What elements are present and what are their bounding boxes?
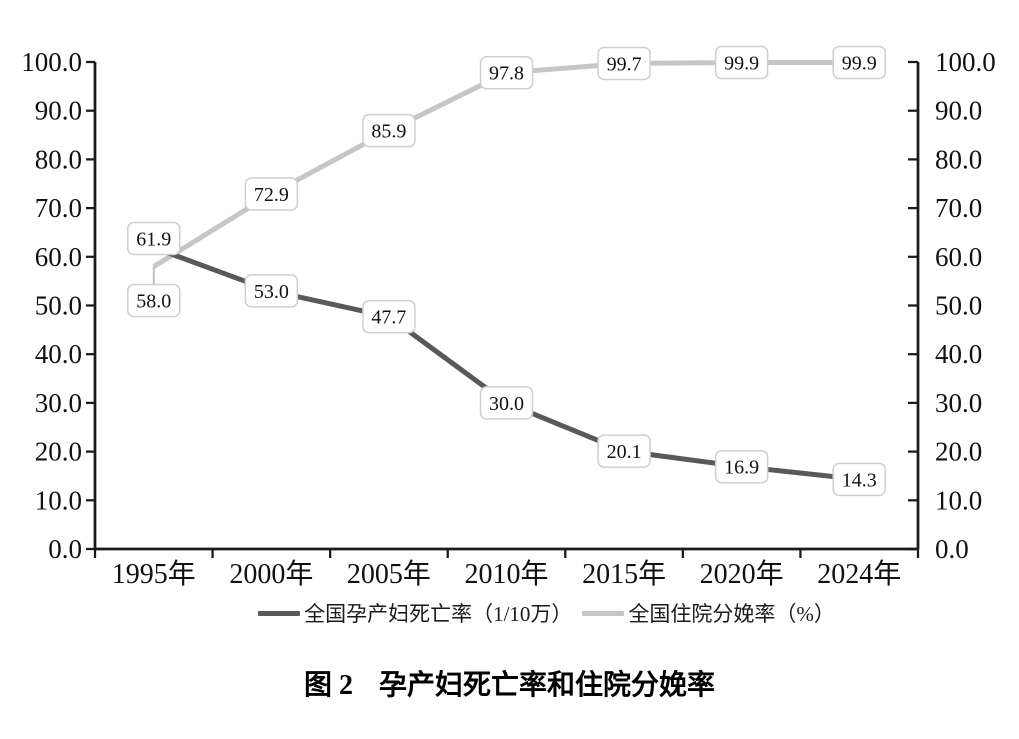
x-tick-label: 2000年 <box>229 558 313 590</box>
data-label-box <box>127 221 181 256</box>
y-tick-label-right: 40.0 <box>935 339 982 369</box>
y-tick-label-right: 20.0 <box>935 437 982 467</box>
y-tick-label-left: 80.0 <box>35 144 82 174</box>
y-tick-label-left: 50.0 <box>35 291 82 321</box>
y-tick-label-left: 90.0 <box>35 96 82 126</box>
y-tick-label-right: 10.0 <box>935 485 982 515</box>
data-label-value: 72.9 <box>254 184 289 206</box>
data-label-box <box>479 386 534 420</box>
data-label-box <box>362 299 416 334</box>
data-label-value: 99.9 <box>842 52 877 74</box>
x-tick-label: 2010年 <box>464 558 548 590</box>
x-tick-label: 1995年 <box>112 558 196 590</box>
data-label-value: 61.9 <box>136 229 171 251</box>
data-label-value: 14.3 <box>842 469 877 491</box>
data-label-value: 53.0 <box>254 281 289 303</box>
data-label-value: 85.9 <box>371 121 406 143</box>
legend-item-hospital-delivery: 全国住院分娩率（%） <box>582 598 835 628</box>
legend-label-maternal-mortality: 全国孕产妇死亡率（1/10万） <box>304 602 573 626</box>
line-chart: 0.0 0.0 10.0 10.0 20.0 20.0 30.0 30.0 40.0 40.0 50… <box>21 45 996 590</box>
data-label-box <box>832 45 886 80</box>
caption-prefix: 图 2 <box>303 670 353 701</box>
data-label-box <box>714 449 769 484</box>
data-label-box <box>362 113 416 148</box>
y-tick-label-left: 20.0 <box>35 437 82 467</box>
x-tick-labels: 1995年 2000年 2005年 2010年 2015年 2020年 2024年 <box>93 549 920 590</box>
x-tick-label: 2015年 <box>582 558 666 590</box>
data-label-value: 97.8 <box>489 63 524 85</box>
y-tick-label-left: 60.0 <box>35 242 82 272</box>
chart-legend: 全国孕产妇死亡率（1/10万） 全国住院分娩率（%） <box>37 598 1019 628</box>
y-tick-label-right: 90.0 <box>935 96 982 126</box>
data-label-value: 30.0 <box>489 393 524 415</box>
data-label-value: 99.7 <box>607 53 642 75</box>
x-tick-label: 2005年 <box>347 558 431 590</box>
data-label-value: 16.9 <box>724 457 759 479</box>
y-tick-labels: 0.0 0.0 10.0 10.0 20.0 20.0 30.0 30.0 40.0 40.0 50… <box>21 47 996 564</box>
y-tick-label-left: 30.0 <box>35 388 82 418</box>
data-label-box <box>244 177 299 211</box>
y-tick-label-right: 0.0 <box>935 534 969 564</box>
y-tick-label-right: 50.0 <box>935 291 982 321</box>
legend-item-maternal-mortality: 全国孕产妇死亡率（1/10万） <box>258 598 572 628</box>
data-labels: 61.9 53.0 47.7 30.0 20.1 16.9 14.3 58.0 72.9 85.9… <box>127 45 886 497</box>
data-label-box <box>714 45 769 80</box>
y-tick-label-right: 100.0 <box>935 47 996 77</box>
legend-line-marker-maternal-mortality <box>258 610 301 616</box>
data-label-box <box>479 55 534 90</box>
data-label-box <box>832 462 886 497</box>
y-tick-label-left: 10.0 <box>35 485 82 515</box>
y-tick-label-right: 60.0 <box>935 242 982 272</box>
y-tick-label-right: 80.0 <box>935 144 982 174</box>
y-tick-label-left: 70.0 <box>35 193 82 223</box>
y-tick-label-right: 70.0 <box>935 193 982 223</box>
figure-caption: 图 2 孕产妇死亡率和住院分娩率 <box>0 666 1019 706</box>
caption-title: 孕产妇死亡率和住院分娩率 <box>379 670 716 701</box>
y-tick-label-left: 0.0 <box>48 534 82 564</box>
data-label-box <box>127 283 181 318</box>
data-label-value: 58.0 <box>136 291 171 313</box>
y-tick-label-left: 40.0 <box>35 339 82 369</box>
data-label-value: 20.1 <box>607 441 642 463</box>
x-tick-label: 2020年 <box>700 558 784 590</box>
data-label-box <box>597 46 651 81</box>
x-tick-label: 2024年 <box>817 558 901 590</box>
y-tick-label-right: 30.0 <box>935 388 982 418</box>
series-line-1 <box>152 59 860 269</box>
legend-line-marker-hospital-delivery <box>582 610 625 616</box>
y-tick-label-left: 100.0 <box>21 47 82 77</box>
legend-label-hospital-delivery: 全国住院分娩率（%） <box>628 602 835 626</box>
data-label-box <box>597 434 651 468</box>
data-label-value: 47.7 <box>371 307 406 329</box>
axes <box>93 62 920 551</box>
data-label-value: 99.9 <box>724 52 759 74</box>
data-label-box <box>244 274 299 308</box>
